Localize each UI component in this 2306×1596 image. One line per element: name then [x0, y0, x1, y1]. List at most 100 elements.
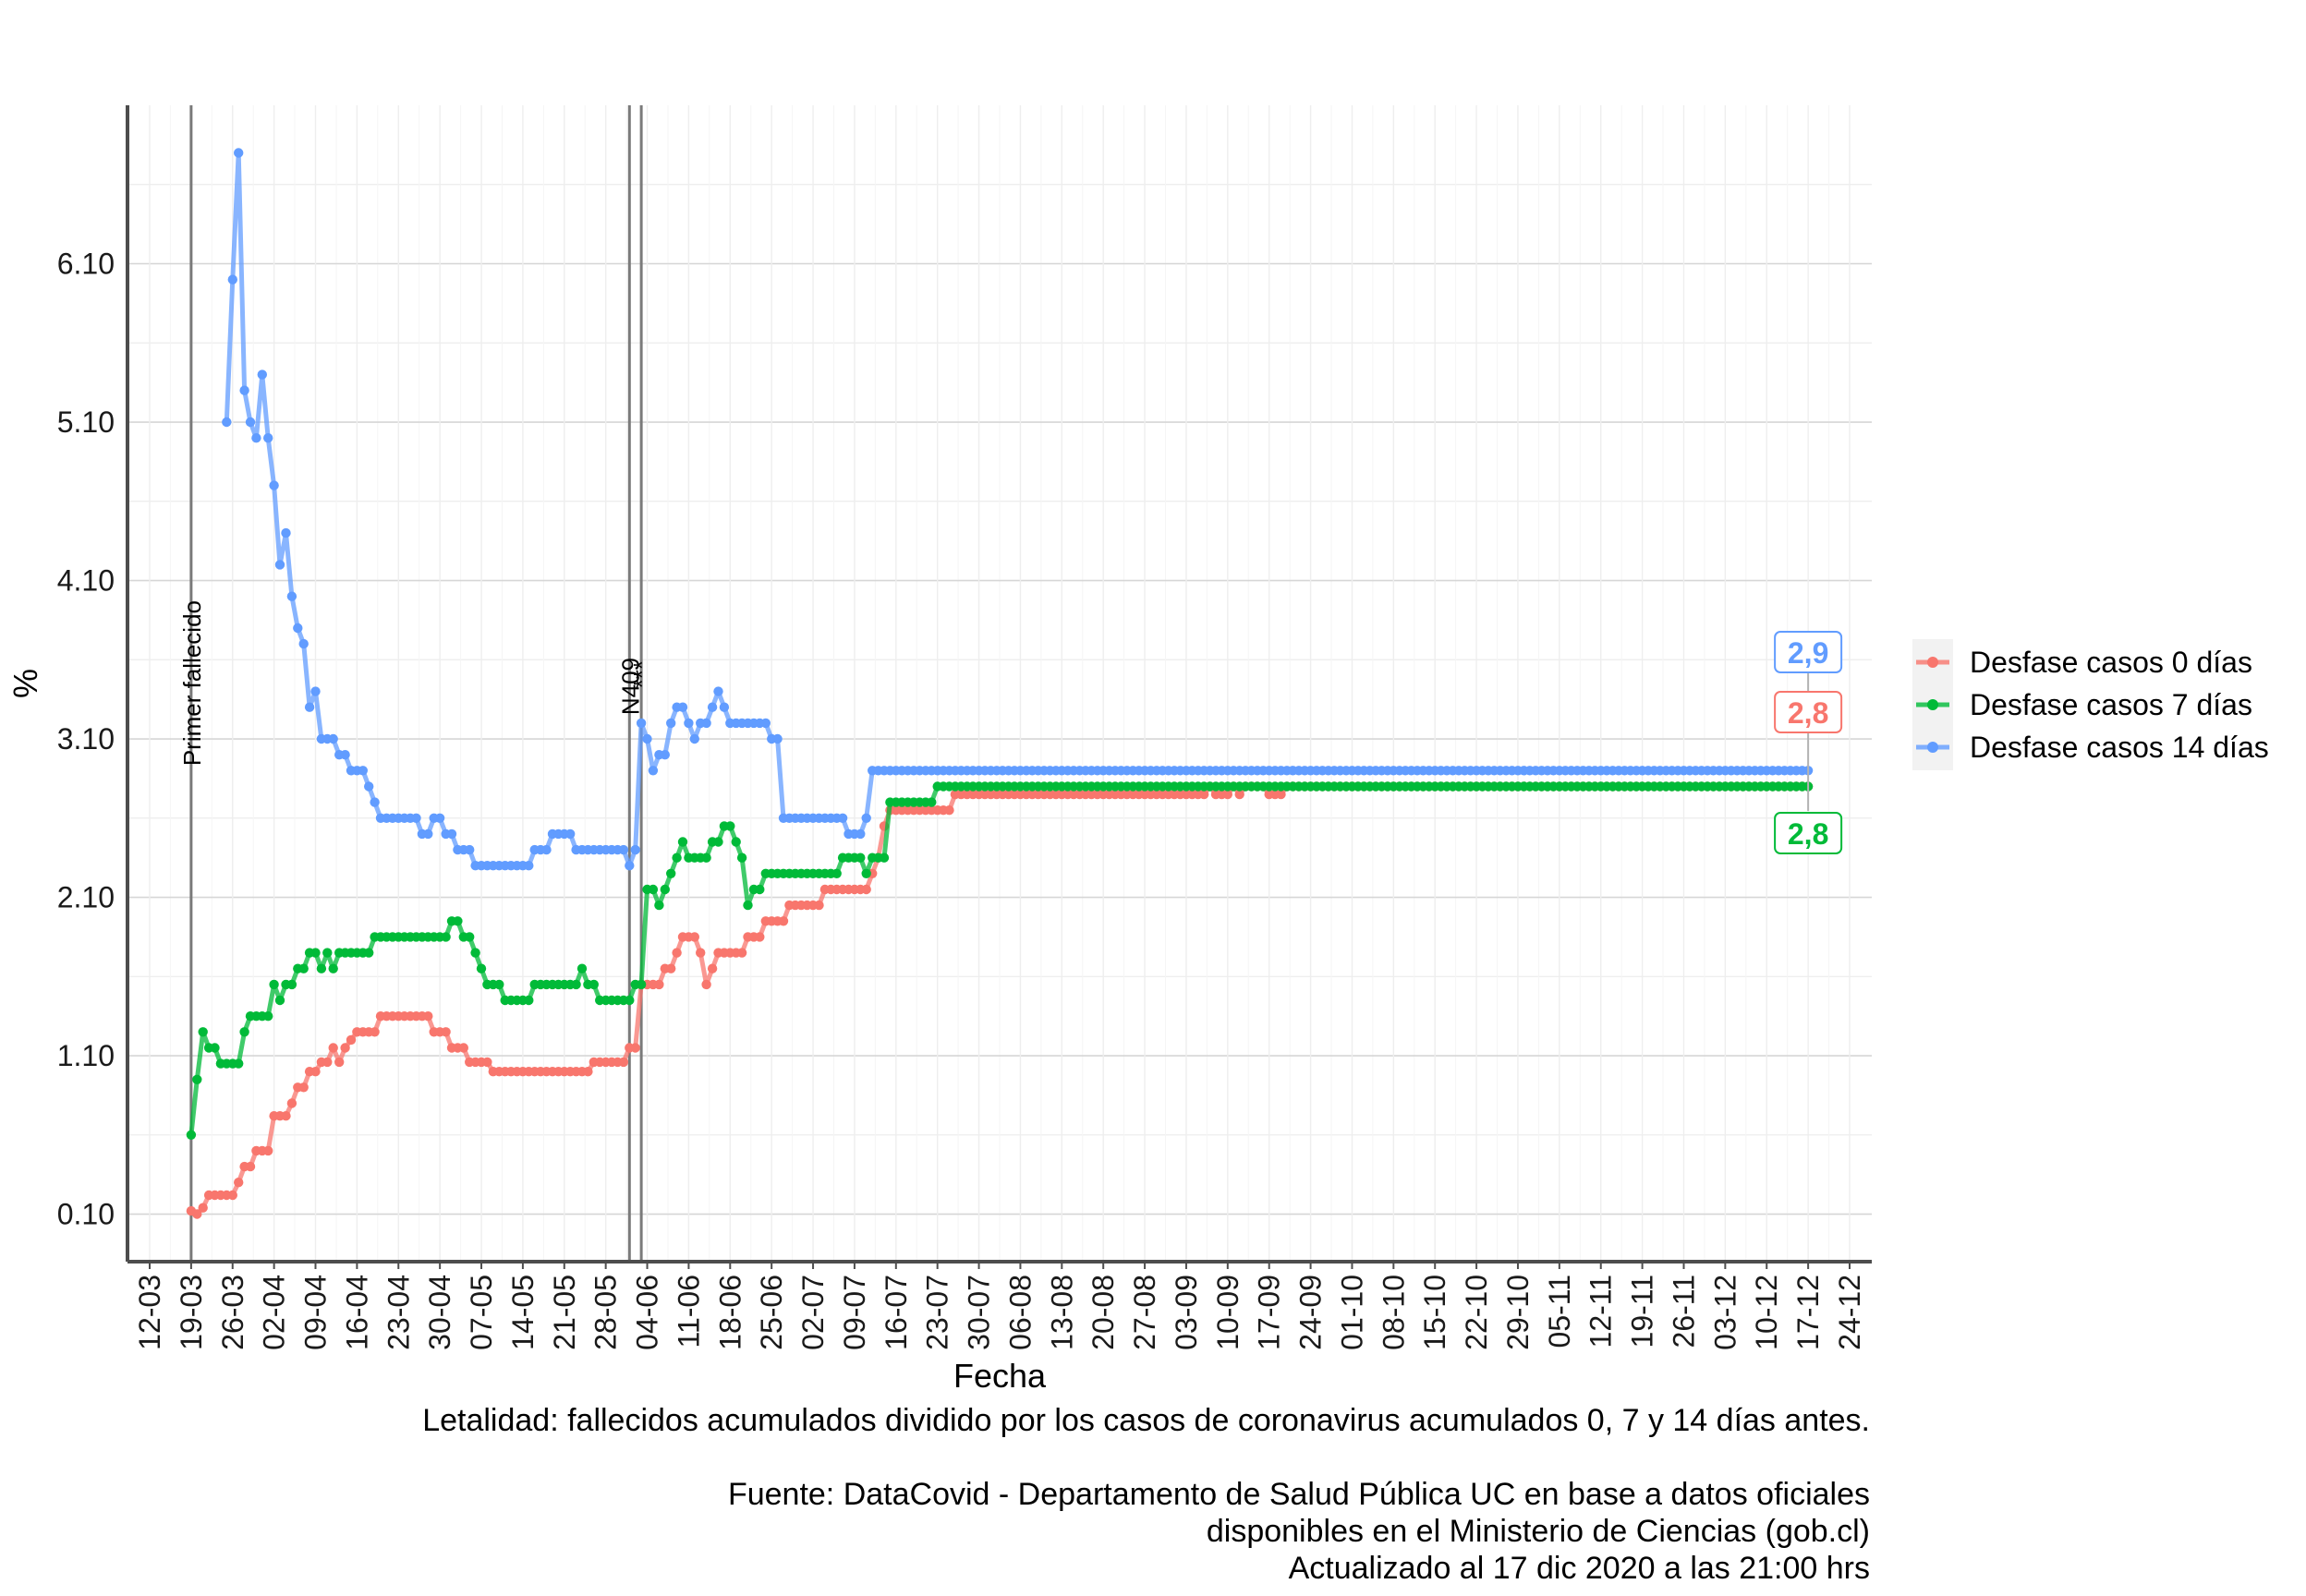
- data-point: [245, 417, 256, 428]
- data-point: [316, 963, 327, 973]
- data-point: [696, 948, 706, 958]
- x-tick-label: 24-12: [1833, 1275, 1866, 1350]
- data-point: [346, 1034, 357, 1046]
- data-point: [636, 979, 647, 990]
- x-tick-label: 02-07: [796, 1275, 830, 1350]
- data-point: [227, 274, 237, 284]
- y-tick-labels: 0.10 1.10 2.10 3.10 4.10 5.10 6.10: [57, 248, 115, 1231]
- data-point: [660, 750, 670, 760]
- x-tick-label: 26-11: [1667, 1275, 1700, 1348]
- data-point: [286, 979, 297, 990]
- x-tick-label: 06-08: [1003, 1275, 1037, 1350]
- data-point: [322, 948, 333, 958]
- data-point: [837, 813, 848, 823]
- x-tick-label: 03-12: [1708, 1275, 1742, 1350]
- x-tick-label: 19-11: [1626, 1275, 1659, 1348]
- data-point: [713, 837, 723, 847]
- x-tick-label: 23-07: [921, 1275, 954, 1350]
- y-tick-label: 0.10: [57, 1198, 115, 1231]
- data-point: [677, 837, 688, 847]
- data-point: [672, 852, 682, 863]
- x-tick-label: 09-07: [838, 1275, 871, 1350]
- x-tick-label: 10-09: [1211, 1275, 1244, 1350]
- x-tick-label: 11-06: [672, 1275, 705, 1348]
- data-point: [441, 932, 451, 942]
- data-point: [719, 702, 730, 712]
- legend-entry-label: Desfase casos 7 días: [1970, 688, 2252, 721]
- data-point: [234, 1058, 244, 1069]
- data-point: [364, 948, 374, 958]
- event-vlines: Primer fallecido N409***: [178, 105, 656, 1262]
- y-axis-title: %: [6, 669, 44, 698]
- caption-source-2: disponibles en el Ministerio de Ciencias…: [1206, 1514, 1870, 1549]
- data-point: [1276, 789, 1286, 800]
- y-tick-label: 1.10: [57, 1039, 115, 1072]
- x-tick-label: 23-04: [382, 1275, 415, 1350]
- data-point: [778, 916, 789, 926]
- x-tick-label: 12-11: [1584, 1275, 1618, 1348]
- data-point: [879, 852, 890, 863]
- data-point: [192, 1074, 202, 1085]
- data-point: [192, 1209, 202, 1219]
- data-point: [340, 1043, 350, 1053]
- legend-entry-label: Desfase casos 14 días: [1970, 731, 2269, 764]
- data-point: [304, 702, 315, 712]
- data-point: [1234, 789, 1244, 800]
- x-tick-label: 04-06: [631, 1275, 664, 1350]
- data-point: [186, 1130, 197, 1141]
- data-point: [583, 1067, 593, 1077]
- data-point: [482, 1057, 492, 1068]
- x-tick-label: 03-09: [1170, 1275, 1203, 1350]
- data-point: [322, 1057, 333, 1068]
- data-point: [654, 979, 664, 990]
- end-label-box: [1774, 812, 1843, 854]
- axes: [126, 105, 1872, 1264]
- event-vline-label: Primer fallecido: [178, 600, 206, 766]
- x-tick-label: 14-05: [506, 1275, 540, 1350]
- data-point: [707, 963, 718, 973]
- end-label-text: 2,8: [1788, 817, 1828, 851]
- x-tick-label: 09-04: [299, 1275, 333, 1350]
- data-point: [453, 916, 463, 926]
- legend: Desfase casos 0 días Desfase casos 7 días…: [1912, 639, 2269, 770]
- data-point: [648, 766, 659, 776]
- data-point: [239, 385, 249, 395]
- data-point: [263, 1011, 273, 1022]
- data-point: [861, 884, 871, 895]
- data-point: [1199, 789, 1209, 800]
- series-line: [224, 151, 1809, 868]
- data-point: [281, 1111, 291, 1121]
- data-point: [701, 979, 711, 990]
- data-point: [269, 480, 279, 490]
- data-point: [340, 750, 350, 760]
- y-tick-label: 6.10: [57, 248, 115, 281]
- data-point: [589, 979, 599, 990]
- data-point: [666, 718, 676, 729]
- data-point: [245, 1161, 256, 1172]
- data-point: [494, 979, 504, 990]
- data-point: [274, 995, 285, 1006]
- data-point: [701, 718, 711, 729]
- x-tick-label: 29-10: [1501, 1275, 1535, 1350]
- data-point: [465, 844, 475, 855]
- data-point: [441, 1027, 451, 1037]
- data-point: [689, 932, 699, 942]
- x-axis-title: Fecha: [953, 1357, 1047, 1395]
- x-tick-label: 27-08: [1128, 1275, 1161, 1350]
- data-point: [227, 1190, 237, 1201]
- data-point: [234, 148, 244, 158]
- data-point: [618, 1057, 629, 1068]
- data-point: [234, 1178, 244, 1188]
- x-tick-label: 05-11: [1543, 1275, 1576, 1348]
- x-tick-label: 17-12: [1791, 1275, 1825, 1350]
- data-point: [666, 963, 676, 973]
- data-point: [411, 813, 421, 823]
- x-tick-label: 30-04: [423, 1275, 456, 1350]
- data-point: [654, 900, 664, 911]
- data-point: [725, 821, 735, 831]
- x-tick-label: 18-06: [713, 1275, 746, 1350]
- data-point: [286, 591, 297, 601]
- data-point: [625, 861, 635, 871]
- data-point: [736, 852, 747, 863]
